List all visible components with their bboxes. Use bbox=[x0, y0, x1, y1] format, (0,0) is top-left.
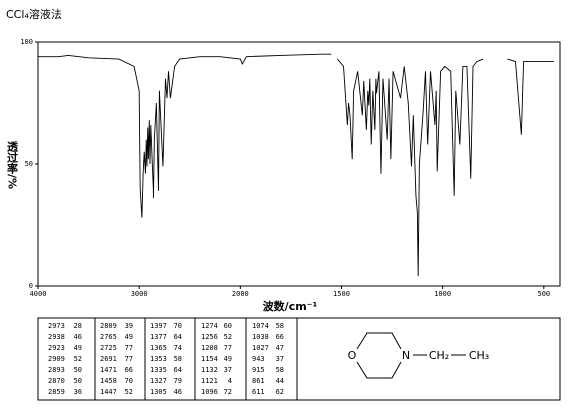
peak-transmittance: 4 bbox=[228, 377, 232, 385]
peak-wavenumber: 1447 bbox=[100, 388, 117, 396]
peak-wavenumber: 1365 bbox=[150, 344, 167, 352]
peak-wavenumber: 1471 bbox=[100, 366, 117, 374]
peak-wavenumber: 1256 bbox=[201, 333, 218, 341]
spectrum-line bbox=[38, 53, 554, 277]
peak-wavenumber: 1327 bbox=[150, 377, 167, 385]
peak-wavenumber: 861 bbox=[252, 377, 265, 385]
peak-wavenumber: 1132 bbox=[201, 366, 218, 374]
peak-wavenumber: 2909 bbox=[48, 355, 65, 363]
peak-transmittance: 77 bbox=[224, 344, 232, 352]
peak-transmittance: 49 bbox=[125, 333, 133, 341]
peak-transmittance: 77 bbox=[125, 344, 133, 352]
peak-transmittance: 77 bbox=[125, 355, 133, 363]
peak-transmittance: 37 bbox=[224, 366, 232, 374]
peak-transmittance: 74 bbox=[174, 344, 182, 352]
peak-transmittance: 49 bbox=[74, 344, 82, 352]
peak-wavenumber: 2923 bbox=[48, 344, 65, 352]
peak-transmittance: 79 bbox=[174, 377, 182, 385]
peak-wavenumber: 1121 bbox=[201, 377, 218, 385]
peak-wavenumber: 943 bbox=[252, 355, 265, 363]
peak-wavenumber: 1027 bbox=[252, 344, 269, 352]
group-label: CH₃ bbox=[469, 349, 489, 362]
peak-transmittance: 50 bbox=[74, 366, 82, 374]
peak-wavenumber: 1397 bbox=[150, 322, 167, 330]
peak-transmittance: 49 bbox=[224, 355, 232, 363]
peak-transmittance: 66 bbox=[276, 333, 284, 341]
peak-transmittance: 39 bbox=[125, 322, 133, 330]
y-tick-label: 0 bbox=[29, 282, 33, 290]
peak-wavenumber: 1335 bbox=[150, 366, 167, 374]
peak-transmittance: 66 bbox=[125, 366, 133, 374]
peak-transmittance: 36 bbox=[74, 388, 82, 396]
peak-wavenumber: 2691 bbox=[100, 355, 117, 363]
x-tick-label: 3000 bbox=[131, 290, 148, 298]
chart-title: CCl₄溶液法 bbox=[6, 7, 62, 21]
table-frame bbox=[37, 317, 561, 401]
peak-wavenumber: 2893 bbox=[48, 366, 65, 374]
x-tick-label: 1000 bbox=[434, 290, 451, 298]
peak-wavenumber: 2973 bbox=[48, 322, 65, 330]
peak-transmittance: 37 bbox=[276, 355, 284, 363]
peak-transmittance: 46 bbox=[174, 388, 182, 396]
peak-wavenumber: 2765 bbox=[100, 333, 117, 341]
peak-transmittance: 58 bbox=[276, 366, 284, 374]
x-tick-label: 1500 bbox=[333, 290, 350, 298]
peak-transmittance: 28 bbox=[74, 322, 82, 330]
peak-transmittance: 70 bbox=[125, 377, 133, 385]
x-tick-label: 4000 bbox=[30, 290, 47, 298]
peak-transmittance: 72 bbox=[224, 388, 232, 396]
peak-transmittance: 64 bbox=[174, 366, 182, 374]
peak-wavenumber: 2859 bbox=[48, 388, 65, 396]
peak-transmittance: 46 bbox=[74, 333, 82, 341]
peak-transmittance: 70 bbox=[174, 322, 182, 330]
atom-label: O bbox=[348, 349, 357, 362]
y-tick-label: 50 bbox=[25, 160, 33, 168]
peak-wavenumber: 2938 bbox=[48, 333, 65, 341]
peak-transmittance: 58 bbox=[276, 322, 284, 330]
x-tick-label: 500 bbox=[537, 290, 550, 298]
peak-transmittance: 47 bbox=[276, 344, 284, 352]
peak-transmittance: 60 bbox=[224, 322, 232, 330]
peak-transmittance: 52 bbox=[125, 388, 133, 396]
peak-wavenumber: 1208 bbox=[201, 344, 218, 352]
plot-frame bbox=[37, 41, 561, 287]
peak-wavenumber: 2725 bbox=[100, 344, 117, 352]
peak-wavenumber: 915 bbox=[252, 366, 265, 374]
table-dividers bbox=[94, 318, 298, 400]
peak-wavenumber: 1096 bbox=[201, 388, 218, 396]
peak-wavenumber: 2809 bbox=[100, 322, 117, 330]
peak-wavenumber: 611 bbox=[252, 388, 265, 396]
peak-transmittance: 52 bbox=[74, 355, 82, 363]
peak-wavenumber: 1377 bbox=[150, 333, 167, 341]
y-axis-label: 透过率/% bbox=[6, 141, 19, 189]
peak-transmittance: 52 bbox=[224, 333, 232, 341]
peak-wavenumber: 1458 bbox=[100, 377, 117, 385]
atom-label: N bbox=[402, 349, 410, 362]
peak-transmittance: 62 bbox=[276, 388, 284, 396]
group-label: CH₂ bbox=[429, 349, 449, 362]
peak-wavenumber: 1305 bbox=[150, 388, 167, 396]
peak-wavenumber: 1353 bbox=[150, 355, 167, 363]
peak-wavenumber: 1154 bbox=[201, 355, 218, 363]
molecule-bonds bbox=[356, 332, 466, 379]
peak-transmittance: 50 bbox=[74, 377, 82, 385]
peak-wavenumber: 1274 bbox=[201, 322, 218, 330]
peak-transmittance: 44 bbox=[276, 377, 284, 385]
peak-transmittance: 58 bbox=[174, 355, 182, 363]
x-axis-label: 波数/cm⁻¹ bbox=[263, 299, 318, 313]
peak-wavenumber: 2870 bbox=[48, 377, 65, 385]
peak-wavenumber: 1074 bbox=[252, 322, 269, 330]
y-tick-label: 100 bbox=[20, 38, 33, 46]
peak-transmittance: 64 bbox=[174, 333, 182, 341]
peak-wavenumber: 1038 bbox=[252, 333, 269, 341]
x-tick-label: 2000 bbox=[232, 290, 249, 298]
